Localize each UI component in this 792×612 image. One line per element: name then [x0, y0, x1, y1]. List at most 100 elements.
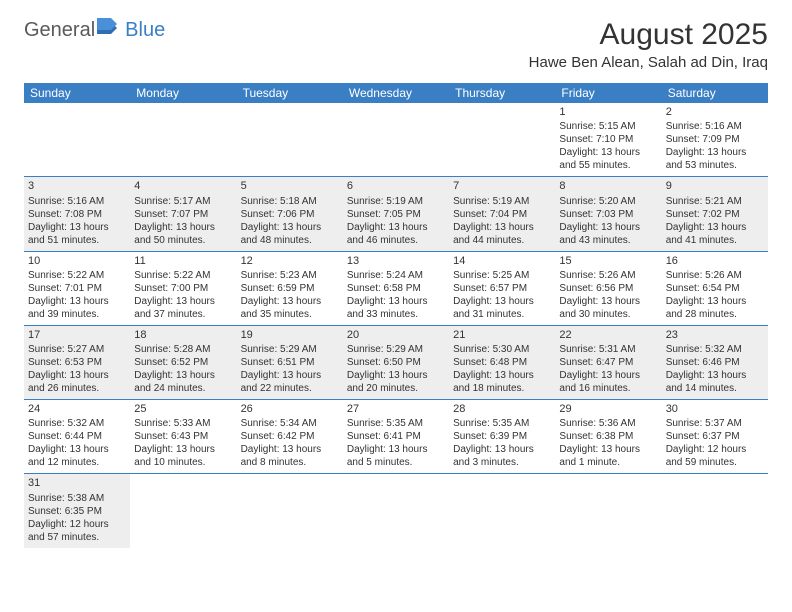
sunrise-text: Sunrise: 5:22 AM	[134, 269, 232, 282]
sunset-text: Sunset: 6:42 PM	[241, 430, 339, 443]
day-header: Monday	[130, 83, 236, 103]
daylight-text: Daylight: 13 hours and 24 minutes.	[134, 369, 232, 395]
calendar-cell: 29Sunrise: 5:36 AMSunset: 6:38 PMDayligh…	[555, 400, 661, 474]
sunrise-text: Sunrise: 5:26 AM	[559, 269, 657, 282]
calendar-cell	[343, 474, 449, 548]
calendar-week-row: 17Sunrise: 5:27 AMSunset: 6:53 PMDayligh…	[24, 325, 768, 399]
sunrise-text: Sunrise: 5:16 AM	[666, 120, 764, 133]
sunset-text: Sunset: 7:10 PM	[559, 133, 657, 146]
sunset-text: Sunset: 6:35 PM	[28, 505, 126, 518]
day-number: 18	[134, 328, 232, 342]
calendar-cell: 21Sunrise: 5:30 AMSunset: 6:48 PMDayligh…	[449, 325, 555, 399]
calendar-cell	[130, 474, 236, 548]
calendar-cell: 22Sunrise: 5:31 AMSunset: 6:47 PMDayligh…	[555, 325, 661, 399]
day-number: 12	[241, 254, 339, 268]
sunset-text: Sunset: 6:57 PM	[453, 282, 551, 295]
sunrise-text: Sunrise: 5:20 AM	[559, 195, 657, 208]
header: General Blue August 2025 Hawe Ben Alean,…	[0, 0, 792, 77]
day-header: Wednesday	[343, 83, 449, 103]
daylight-text: Daylight: 13 hours and 33 minutes.	[347, 295, 445, 321]
day-number: 14	[453, 254, 551, 268]
daylight-text: Daylight: 13 hours and 8 minutes.	[241, 443, 339, 469]
daylight-text: Daylight: 12 hours and 57 minutes.	[28, 518, 126, 544]
daylight-text: Daylight: 13 hours and 43 minutes.	[559, 221, 657, 247]
day-number: 15	[559, 254, 657, 268]
daylight-text: Daylight: 12 hours and 59 minutes.	[666, 443, 764, 469]
calendar-cell	[343, 103, 449, 177]
daylight-text: Daylight: 13 hours and 46 minutes.	[347, 221, 445, 247]
sunrise-text: Sunrise: 5:19 AM	[453, 195, 551, 208]
calendar-cell: 13Sunrise: 5:24 AMSunset: 6:58 PMDayligh…	[343, 251, 449, 325]
calendar-cell: 11Sunrise: 5:22 AMSunset: 7:00 PMDayligh…	[130, 251, 236, 325]
calendar-cell: 5Sunrise: 5:18 AMSunset: 7:06 PMDaylight…	[237, 177, 343, 251]
calendar-cell: 2Sunrise: 5:16 AMSunset: 7:09 PMDaylight…	[662, 103, 768, 177]
day-number: 28	[453, 402, 551, 416]
calendar-cell	[24, 103, 130, 177]
sunset-text: Sunset: 6:59 PM	[241, 282, 339, 295]
day-number: 29	[559, 402, 657, 416]
sunset-text: Sunset: 7:05 PM	[347, 208, 445, 221]
sunrise-text: Sunrise: 5:17 AM	[134, 195, 232, 208]
sunset-text: Sunset: 6:58 PM	[347, 282, 445, 295]
calendar-cell: 28Sunrise: 5:35 AMSunset: 6:39 PMDayligh…	[449, 400, 555, 474]
day-header: Tuesday	[237, 83, 343, 103]
calendar-body: 1Sunrise: 5:15 AMSunset: 7:10 PMDaylight…	[24, 103, 768, 548]
calendar-cell	[662, 474, 768, 548]
daylight-text: Daylight: 13 hours and 10 minutes.	[134, 443, 232, 469]
sunset-text: Sunset: 6:43 PM	[134, 430, 232, 443]
day-number: 20	[347, 328, 445, 342]
logo-flag-icon	[97, 18, 123, 43]
calendar-cell: 31 Sunrise: 5:38 AMSunset: 6:35 PMDayligh…	[24, 474, 130, 548]
daylight-text: Daylight: 13 hours and 53 minutes.	[666, 146, 764, 172]
sunset-text: Sunset: 6:52 PM	[134, 356, 232, 369]
daylight-text: Daylight: 13 hours and 5 minutes.	[347, 443, 445, 469]
sunrise-text: Sunrise: 5:37 AM	[666, 417, 764, 430]
calendar-cell	[449, 103, 555, 177]
calendar-week-row: 3Sunrise: 5:16 AMSunset: 7:08 PMDaylight…	[24, 177, 768, 251]
daylight-text: Daylight: 13 hours and 37 minutes.	[134, 295, 232, 321]
daylight-text: Daylight: 13 hours and 16 minutes.	[559, 369, 657, 395]
sunrise-text: Sunrise: 5:33 AM	[134, 417, 232, 430]
daylight-text: Daylight: 13 hours and 55 minutes.	[559, 146, 657, 172]
calendar-cell	[130, 103, 236, 177]
sunrise-text: Sunrise: 5:35 AM	[453, 417, 551, 430]
calendar-cell	[237, 103, 343, 177]
day-number: 19	[241, 328, 339, 342]
sunset-text: Sunset: 6:37 PM	[666, 430, 764, 443]
calendar-cell	[237, 474, 343, 548]
sunrise-text: Sunrise: 5:30 AM	[453, 343, 551, 356]
daylight-text: Daylight: 13 hours and 1 minute.	[559, 443, 657, 469]
sunset-text: Sunset: 7:07 PM	[134, 208, 232, 221]
calendar-cell: 20Sunrise: 5:29 AMSunset: 6:50 PMDayligh…	[343, 325, 449, 399]
sunrise-text: Sunrise: 5:31 AM	[559, 343, 657, 356]
calendar-cell	[555, 474, 661, 548]
day-header: Thursday	[449, 83, 555, 103]
day-header-row: Sunday Monday Tuesday Wednesday Thursday…	[24, 83, 768, 103]
sunset-text: Sunset: 6:38 PM	[559, 430, 657, 443]
daylight-text: Daylight: 13 hours and 50 minutes.	[134, 221, 232, 247]
daylight-text: Daylight: 13 hours and 41 minutes.	[666, 221, 764, 247]
day-header: Saturday	[662, 83, 768, 103]
sunset-text: Sunset: 6:53 PM	[28, 356, 126, 369]
day-number: 8	[559, 179, 657, 193]
sunset-text: Sunset: 6:41 PM	[347, 430, 445, 443]
sunrise-text: Sunrise: 5:38 AM	[28, 492, 126, 505]
calendar-cell: 6Sunrise: 5:19 AMSunset: 7:05 PMDaylight…	[343, 177, 449, 251]
sunset-text: Sunset: 6:54 PM	[666, 282, 764, 295]
sunset-text: Sunset: 7:00 PM	[134, 282, 232, 295]
calendar-cell: 25Sunrise: 5:33 AMSunset: 6:43 PMDayligh…	[130, 400, 236, 474]
sunrise-text: Sunrise: 5:25 AM	[453, 269, 551, 282]
daylight-text: Daylight: 13 hours and 14 minutes.	[666, 369, 764, 395]
daylight-text: Daylight: 13 hours and 44 minutes.	[453, 221, 551, 247]
sunrise-text: Sunrise: 5:18 AM	[241, 195, 339, 208]
calendar-week-row: 10Sunrise: 5:22 AMSunset: 7:01 PMDayligh…	[24, 251, 768, 325]
day-number: 11	[134, 254, 232, 268]
daylight-text: Daylight: 13 hours and 18 minutes.	[453, 369, 551, 395]
sunrise-text: Sunrise: 5:32 AM	[28, 417, 126, 430]
page-title: August 2025	[529, 18, 768, 52]
day-number: 31	[28, 476, 126, 490]
day-number: 7	[453, 179, 551, 193]
calendar-cell: 14Sunrise: 5:25 AMSunset: 6:57 PMDayligh…	[449, 251, 555, 325]
sunrise-text: Sunrise: 5:27 AM	[28, 343, 126, 356]
calendar-cell: 9Sunrise: 5:21 AMSunset: 7:02 PMDaylight…	[662, 177, 768, 251]
